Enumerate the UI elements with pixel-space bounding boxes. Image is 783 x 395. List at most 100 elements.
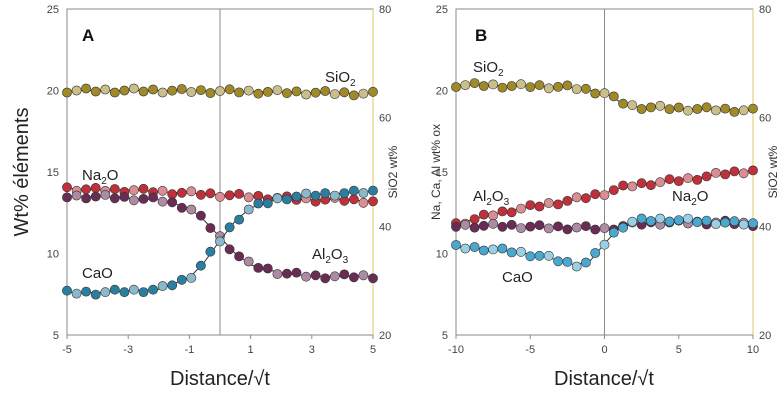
panel-b-point [590, 88, 601, 99]
panel-b-y-tick-label: 10 [436, 249, 448, 261]
panel-b-label-al2o3: Al2O3 [473, 188, 510, 208]
panel-a-point [224, 84, 235, 95]
panel-b-point [516, 246, 526, 257]
panel-a-point [128, 284, 139, 295]
panel-a: -5 -3 -1 1 3 5 5 10 15 20 25 20 40 60 80 A SiO2 Na2O C… [11, 4, 400, 390]
panel-b-point [627, 100, 638, 110]
panel-a-point [138, 183, 149, 194]
panel-b-point [711, 167, 721, 178]
panel-a-point [195, 210, 206, 221]
panel-b-point [478, 209, 489, 220]
panel-b-y-tick-label: 25 [436, 4, 448, 16]
panel-a-x-tick-label: 1 [248, 344, 254, 356]
panel-a-point [234, 87, 244, 98]
panel-a-point [176, 202, 187, 213]
panel-b-point [738, 219, 749, 230]
panel-b-point [664, 174, 675, 185]
panel-b-point [469, 242, 480, 252]
panel-b-point [608, 227, 619, 238]
panel-b-point [488, 79, 498, 90]
panel-b-y2-tick-label: 60 [759, 113, 771, 125]
panel-b-point [581, 221, 591, 231]
panel-a-point [62, 285, 72, 296]
panel-a-point [272, 85, 283, 95]
panel-a-point [358, 270, 369, 281]
panel-b-label-sio2: SiO2 [473, 59, 504, 79]
panel-a-point [157, 281, 168, 291]
panel-a-point [176, 274, 187, 285]
panel-b-label-cao: CaO [502, 269, 533, 286]
panel-a-point [100, 287, 111, 298]
panel-b-point [711, 105, 721, 116]
panel-b-point [618, 180, 628, 191]
panel-a-point [138, 287, 149, 297]
panel-a-point [119, 191, 130, 202]
panel-b-point [534, 250, 545, 261]
panel-b-point [692, 104, 703, 114]
panel-b-point [488, 218, 498, 229]
panel-b-point [553, 199, 563, 210]
panel-a-point [348, 194, 359, 205]
panel-a-point [234, 251, 244, 262]
panel-a-x-tick-label: -3 [123, 344, 133, 356]
panel-a-label-na2o: Na2O [82, 167, 118, 187]
panel-a-point [262, 263, 273, 274]
panel-a-label-al2o3: Al2O3 [312, 246, 349, 266]
panel-b-point [711, 219, 721, 229]
panel-b-point [516, 223, 526, 233]
panel-a-point [272, 193, 283, 204]
panel-a-point [186, 186, 197, 197]
panel-a-point [339, 87, 350, 98]
panel-a-point [348, 90, 359, 101]
panel-b-point [562, 224, 573, 235]
panel-b-point [571, 192, 582, 203]
panel-b-point [581, 257, 591, 268]
panel-a-point [301, 188, 311, 199]
panel-b-y-tick-label: 20 [436, 86, 448, 98]
panel-a-y2-tick-label: 60 [379, 113, 391, 125]
panel-a-point [109, 184, 120, 194]
panel-b-point [655, 177, 666, 188]
panel-a-point [272, 269, 283, 279]
panel-b-point [664, 216, 675, 227]
panel-a-point [368, 196, 378, 207]
panel-b-point [692, 217, 703, 227]
panel-b-point [627, 181, 638, 192]
panel-b-point [553, 82, 563, 92]
panel-b-label-na2o: Na2O [672, 188, 708, 208]
panel-b-point [590, 224, 601, 235]
panel-a-point [262, 87, 273, 97]
panel-a-point [310, 190, 321, 201]
panel-a-point [310, 87, 321, 98]
panel-a-point [148, 84, 158, 95]
panel-b-point [729, 107, 740, 117]
panel-b-right-axis-label: SiO2 wt% [766, 145, 780, 198]
panel-a-point [320, 86, 331, 96]
panel-b-point [646, 102, 656, 113]
panel-a-point [253, 88, 264, 99]
panel-b-point [683, 173, 693, 184]
panel-a-point [186, 272, 197, 283]
panel-a-point [119, 287, 130, 298]
panel-b-point [590, 189, 601, 200]
panel-b-point [506, 219, 517, 230]
panel-b-point [451, 82, 461, 92]
panel-a-point [224, 244, 235, 255]
panel-b-point [599, 223, 610, 233]
panel-b-point [646, 180, 656, 191]
panel-b-point [673, 215, 684, 225]
panel-a-point [348, 272, 359, 283]
panel-a-point [100, 189, 111, 200]
panel-a-y2-tick-label: 40 [379, 221, 391, 233]
panel-b-point [608, 185, 619, 195]
panel-b-y2-tick-label: 20 [759, 330, 771, 342]
panel-a-point [329, 89, 340, 99]
panel-b-point [581, 193, 591, 204]
panel-b-point [720, 217, 731, 228]
panel-a-point [195, 260, 206, 271]
panel-a-point [320, 273, 331, 284]
panel-a-y-tick-label: 5 [53, 330, 59, 342]
panel-a-point [71, 85, 82, 96]
panel-a-point [224, 190, 235, 201]
panel-a-x-tick-label: -5 [62, 344, 72, 356]
